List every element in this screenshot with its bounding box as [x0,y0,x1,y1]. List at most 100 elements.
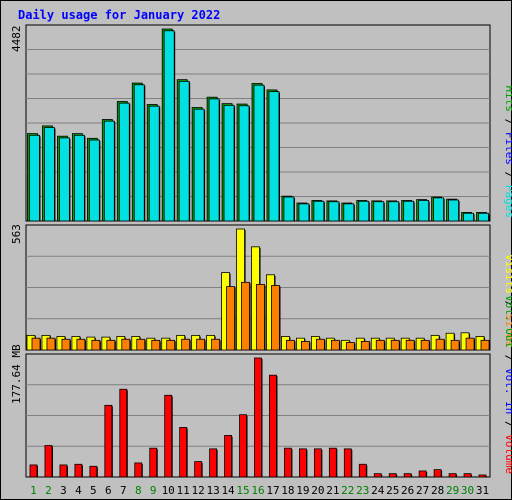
legend-part: / [503,348,512,368]
bar-volume-day-19 [299,448,307,478]
x-tick-3: 3 [60,484,67,497]
bar-sites-day-2 [46,337,56,351]
bar-files-day-17 [268,91,280,222]
bar-volume-day-4 [74,463,83,478]
x-tick-1: 1 [30,484,37,497]
bar-sites-day-9 [151,339,161,351]
x-tick-14: 14 [221,484,235,497]
x-tick-11: 11 [177,484,190,497]
bar-files-day-13 [208,98,220,222]
bar-files-day-23 [358,200,370,222]
bar-files-day-9 [148,105,160,222]
bar-files-day-5 [88,139,100,222]
bar-volume-day-27 [418,470,427,478]
bar-sites-day-6 [106,339,116,351]
legend-hits-files-pages: Hits / Files / Pages [503,86,512,219]
bar-files-day-19 [298,203,310,222]
bar-files-day-31 [478,212,489,222]
x-tick-20: 20 [311,484,324,497]
legend-part: Hits [503,86,512,113]
legend-part: Vol. In [503,368,512,414]
legend-part: Files [503,132,512,165]
bar-files-day-29 [448,199,459,222]
x-tick-18: 18 [281,484,294,497]
volume-panel [25,353,491,478]
bar-sites-day-23 [360,341,370,351]
bar-files-day-22 [343,203,355,222]
bar-sites-day-31 [480,339,490,351]
bar-volume-day-21 [328,447,337,478]
bar-sites-day-30 [465,337,475,351]
bar-sites-day-28 [435,338,445,351]
x-tick-29: 29 [446,484,459,497]
bar-sites-day-5 [91,339,101,351]
bar-volume-day-22 [343,448,352,478]
bar-sites-day-4 [76,338,86,351]
bar-volume-day-16 [254,357,262,478]
bar-files-day-27 [418,200,430,222]
bar-volume-day-11 [179,427,188,478]
legend-visits-sites: Visits / Sites [503,254,512,347]
legend-part: / [503,294,512,314]
bar-sites-day-14 [226,286,235,351]
x-tick-4: 4 [75,484,82,497]
x-tick-labels: 1 2 3 4 5 6 7 8 9 10 11 12 13 14 15 16 17 18 19 20 21 22 23 24 2… [30,484,489,497]
bar-volume-day-8 [134,462,143,478]
bar-volume-day-13 [209,448,217,478]
legend-part: Vol. Out [503,295,512,348]
x-tick-26: 26 [401,484,414,497]
bar-volume-day-25 [388,473,397,478]
bar-sites-day-13 [211,338,221,351]
x-tick-23: 23 [356,484,369,497]
bar-volume-day-12 [194,461,203,478]
bar-files-day-28 [433,197,445,222]
bar-volume-day-1 [29,464,38,478]
bar-sites-day-8 [136,338,146,351]
bar-volume-day-28 [433,469,442,478]
x-tick-2: 2 [45,484,52,497]
x-tick-25: 25 [386,484,399,497]
bar-files-day-12 [193,108,205,222]
x-tick-10: 10 [162,484,175,497]
bar-volume-day-24 [373,473,382,478]
bar-volume-day-7 [119,388,128,478]
bar-sites-day-1 [31,337,41,351]
legend-part: Sites [503,314,512,347]
x-tick-5: 5 [90,484,97,497]
bar-volume-day-26 [403,473,412,478]
x-tick-24: 24 [371,484,385,497]
bar-volume-day-31 [478,474,487,478]
x-tick-30: 30 [461,484,474,497]
bar-sites-day-20 [315,338,325,351]
bar-sites-day-25 [390,339,400,351]
bar-volume-day-6 [104,404,113,478]
bar-volume-day-14 [224,435,232,478]
bar-sites-day-16 [256,284,265,351]
legend-part: Volume [503,434,512,474]
legend-part: Visits [503,254,512,294]
bar-sites-day-19 [301,341,310,351]
bar-files-day-6 [103,120,115,222]
hits-ylabel: 4482 [10,26,23,53]
bar-files-day-7 [118,102,130,222]
bar-files-day-4 [73,134,85,222]
bar-volume-day-20 [313,448,322,478]
bar-sites-day-12 [196,338,206,351]
bar-volume-day-9 [149,447,158,478]
hits-files-panel [25,24,491,222]
bar-sites-day-26 [405,339,415,351]
legend-part: / [503,414,512,434]
legend-part: Pages [503,185,512,218]
bar-volume-day-18 [284,447,292,478]
bar-files-day-21 [328,201,340,222]
bar-files-day-16 [253,84,265,222]
visits-ylabel: 563 [10,224,23,244]
x-tick-9: 9 [150,484,157,497]
bar-volume-day-29 [448,473,457,478]
bar-files-day-20 [313,200,325,222]
volume-ylabel: 177.64 MB [10,344,23,404]
bar-files-day-3 [59,137,70,222]
legend-volume: Vol. Out / Vol. In / Volume [503,295,512,474]
x-tick-21: 21 [326,484,339,497]
